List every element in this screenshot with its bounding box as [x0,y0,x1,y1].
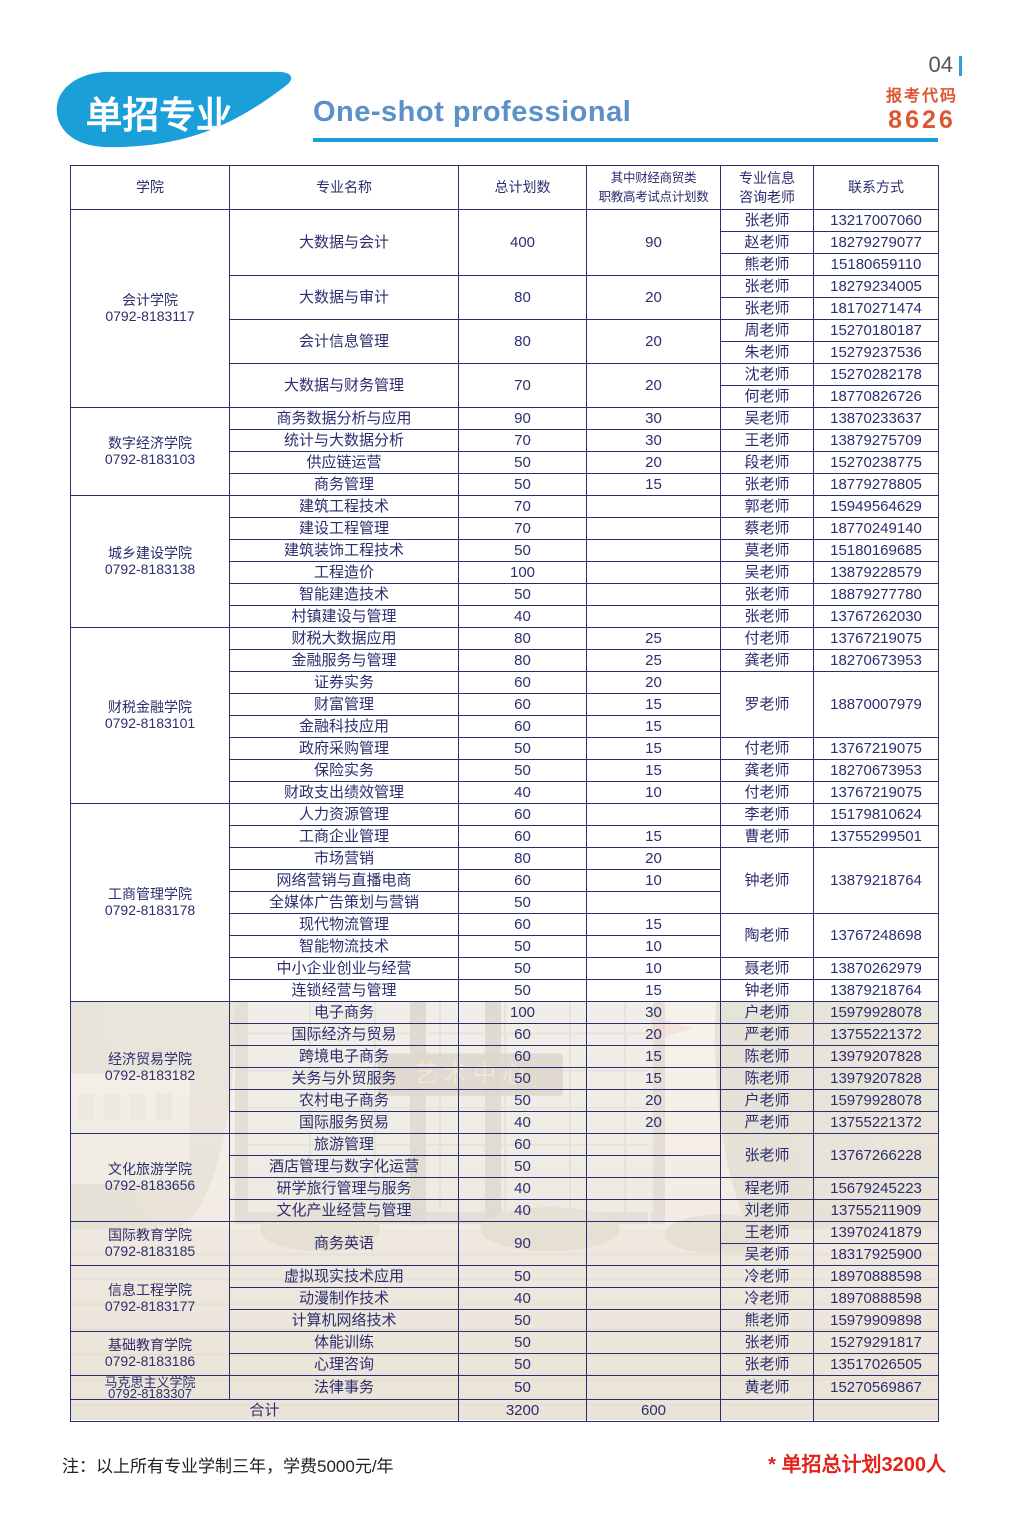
svg-text:单招专业: 单招专业 [86,95,233,136]
